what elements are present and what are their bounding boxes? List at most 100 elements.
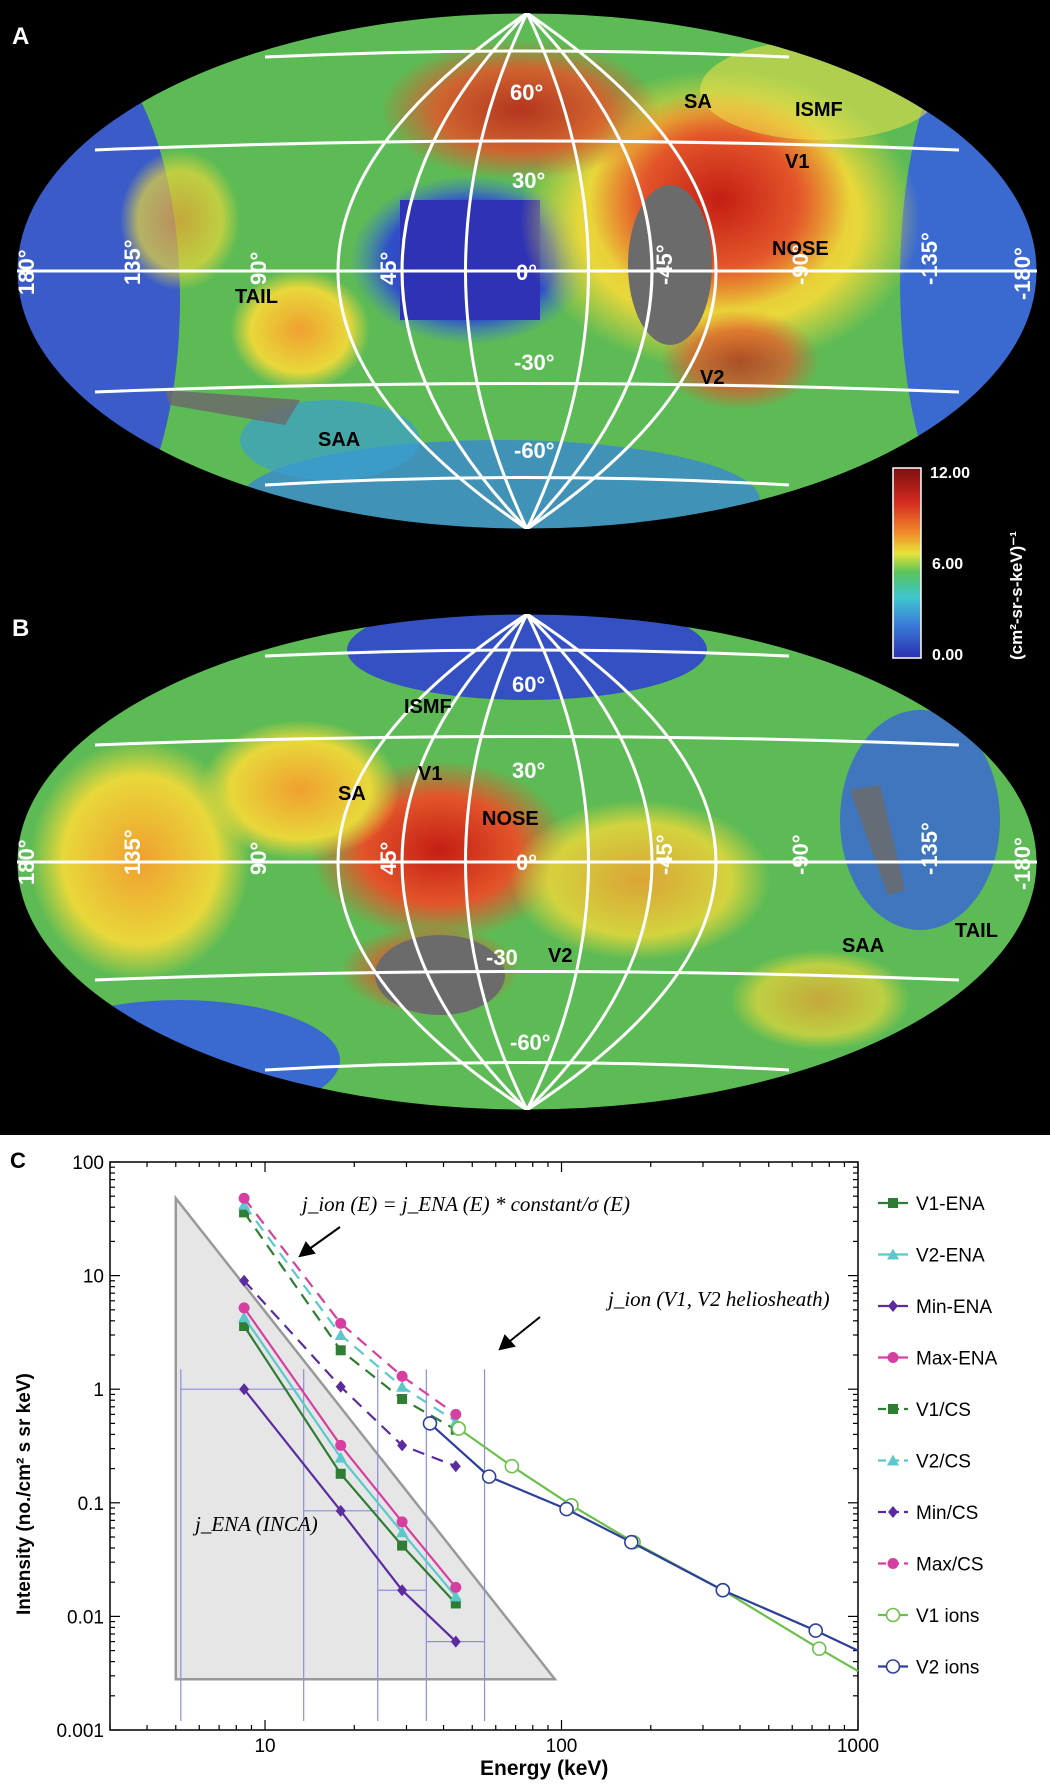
b-lon-m135: -135° — [917, 822, 942, 875]
legend-item: Max/CS — [878, 1555, 984, 1576]
annotation-inca: j_ENA (INCA) — [192, 1512, 318, 1536]
a-lon-m90: -90° — [788, 244, 813, 285]
y-tick-label: 0.001 — [56, 1721, 104, 1742]
legend-item: V1 ions — [878, 1606, 979, 1627]
series-line — [243, 1307, 457, 1589]
data-point — [450, 1460, 461, 1473]
data-point — [397, 1540, 408, 1551]
y-tick-label: 0.1 — [78, 1494, 104, 1515]
x-tick-label: 10 — [254, 1736, 275, 1757]
b-lon-m180: -180° — [1010, 837, 1035, 890]
b-label-v1: V1 — [418, 763, 442, 785]
data-point — [238, 1311, 251, 1323]
b-label-nose: NOSE — [482, 808, 539, 830]
panel-a-letter: A — [12, 23, 29, 50]
b-lon-m90: -90° — [788, 834, 813, 875]
data-point — [335, 1345, 346, 1356]
data-point — [239, 1383, 250, 1396]
legend-label: V2/CS — [916, 1452, 971, 1473]
data-point — [504, 1458, 520, 1474]
y-axis-label: Intensity (no./cm² s sr keV) — [14, 1373, 35, 1615]
data-point — [334, 1328, 347, 1340]
b-lon-45: 45° — [376, 842, 401, 875]
a-lat-m30: -30° — [514, 350, 555, 375]
panel-c-letter: C — [10, 1148, 26, 1173]
y-tick-label: 10 — [83, 1267, 104, 1288]
series-v1-ena — [239, 1321, 461, 1609]
data-point — [238, 1302, 250, 1314]
a-lon-m180: -180° — [1010, 247, 1035, 300]
annotation-arrows — [298, 1226, 541, 1351]
data-point — [451, 1421, 466, 1436]
data-point — [335, 1439, 347, 1451]
legend-marker — [887, 1248, 899, 1260]
legend-marker — [888, 1404, 898, 1414]
series-line — [243, 1204, 457, 1423]
data-point — [449, 1590, 462, 1602]
legend: V1-ENA V2-ENA Min-ENA Max-ENA V1/CS V2/CS Min/… — [878, 1194, 998, 1679]
data-point — [450, 1408, 462, 1420]
annotation-helio: j_ion (V1, V2 heliosheath) — [605, 1287, 830, 1311]
series-min-cs — [239, 1274, 461, 1473]
legend-marker — [888, 1198, 898, 1208]
legend-marker — [885, 1607, 901, 1623]
data-point — [450, 1581, 462, 1593]
data-point — [335, 1468, 346, 1479]
legend-label: Max-ENA — [916, 1349, 998, 1370]
x-tick-label: 1000 — [837, 1736, 879, 1757]
colorbar: 12.00 6.00 0.00 (cm²-sr-s-keV)⁻¹ — [892, 465, 1026, 664]
data-point — [396, 1526, 409, 1538]
legend-label: V1 ions — [916, 1606, 979, 1627]
data-point — [397, 1439, 408, 1452]
a-label-tail: TAIL — [235, 286, 278, 308]
data-point — [396, 1380, 409, 1392]
data-point — [396, 1516, 408, 1528]
data-point — [238, 1198, 251, 1210]
a-label-v1: V1 — [785, 151, 809, 173]
data-point — [811, 1641, 827, 1656]
legend-label: V1-ENA — [916, 1194, 985, 1215]
a-lat-m60: -60° — [514, 438, 555, 463]
series-max-ena — [238, 1302, 462, 1593]
a-lon-135: 135° — [120, 239, 145, 285]
legend-item: Min/CS — [878, 1503, 978, 1524]
sky-map-panels: A B 60° 30° 0° -30° -60° 180° 135° 90° 4… — [0, 0, 1050, 1135]
sky-maps-svg: A B 60° 30° 0° -30° -60° 180° 135° 90° 4… — [12, 12, 1038, 1111]
a-lat-0: 0° — [516, 260, 537, 285]
legend-item: V1-ENA — [878, 1194, 985, 1215]
y-tick-label: 100 — [72, 1153, 104, 1174]
legend-item: Max-ENA — [878, 1349, 998, 1370]
data-point — [481, 1469, 497, 1484]
energy-spectrum-chart: C 10 100 1000 0.001 0.01 0.1 1 10 100 j_ion (E) … — [10, 1148, 998, 1780]
legend-item: V2 ions — [878, 1658, 979, 1679]
a-lon-180: 180° — [14, 249, 39, 295]
data-point — [422, 1416, 438, 1431]
a-lon-90: 90° — [246, 252, 271, 285]
a-lon-45: 45° — [376, 252, 401, 285]
b-lat-30: 30° — [512, 758, 545, 783]
series-v2-ions — [422, 1416, 859, 1652]
legend-item: V2/CS — [878, 1452, 971, 1473]
legend-marker — [888, 1506, 898, 1518]
a-label-v2: V2 — [700, 367, 724, 389]
legend-item: V2-ENA — [878, 1246, 985, 1267]
y-tick-label: 0.01 — [67, 1607, 104, 1628]
annotation-eq: j_ion (E) = j_ENA (E) * constant/σ (E) — [299, 1192, 630, 1216]
data-point — [450, 1598, 461, 1609]
series-line — [243, 1388, 457, 1643]
legend-marker — [887, 1454, 899, 1466]
legend-label: Min/CS — [916, 1503, 978, 1524]
series-line — [243, 1316, 457, 1598]
legend-label: V1/CS — [916, 1400, 971, 1421]
plot-frame — [109, 1161, 859, 1731]
legend-label: V2-ENA — [916, 1246, 985, 1267]
data-point — [335, 1317, 347, 1329]
panel-b-letter: B — [12, 615, 29, 642]
a-label-nose: NOSE — [772, 238, 829, 260]
data-point — [397, 1393, 408, 1404]
legend-item: V1/CS — [878, 1400, 971, 1421]
b-lon-0: 0° — [516, 850, 537, 875]
series-layer — [238, 1192, 859, 1673]
data-point — [624, 1534, 639, 1550]
b-lon-180: 180° — [14, 839, 39, 885]
